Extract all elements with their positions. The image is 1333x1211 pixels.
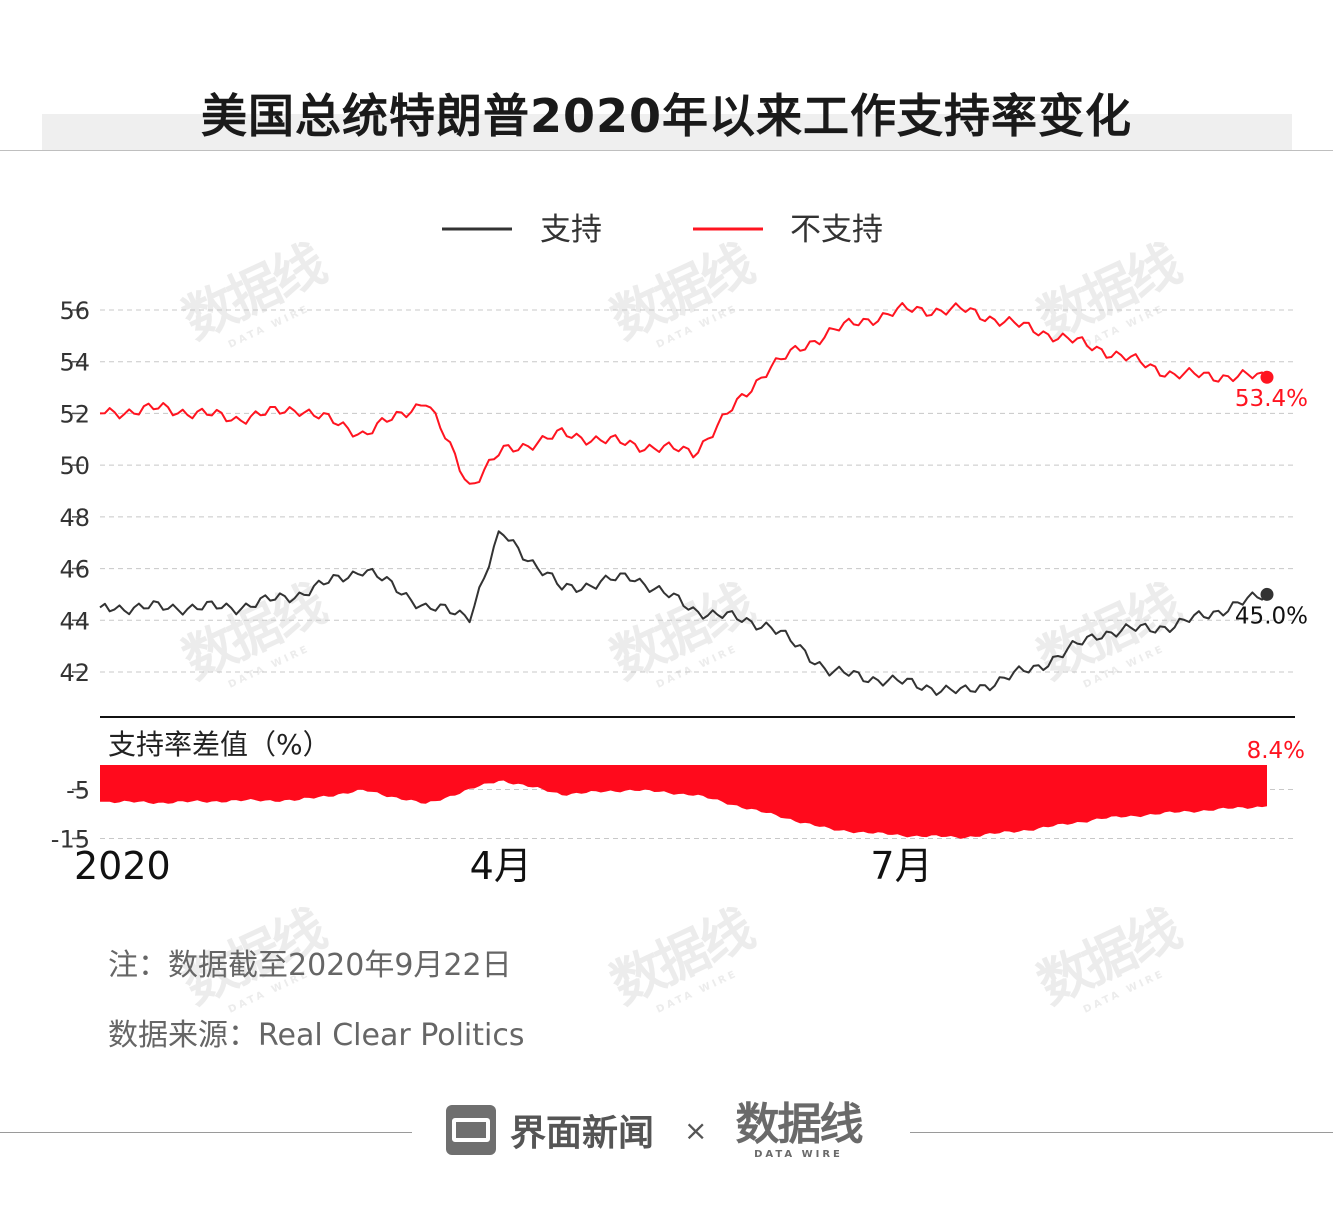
partner-name: 数据线 bbox=[735, 1098, 863, 1150]
jiemian-logo-icon bbox=[446, 1105, 496, 1155]
footer-rule-left bbox=[0, 1132, 412, 1133]
times-sign: × bbox=[684, 1113, 708, 1147]
approve-end-label: 45.0% bbox=[1235, 603, 1308, 629]
footer-rule-right bbox=[910, 1132, 1333, 1133]
title-rule bbox=[0, 150, 1333, 151]
y-tick-label: 52 bbox=[59, 400, 90, 428]
y-tick-label: 46 bbox=[59, 556, 90, 584]
y-tick-label: 44 bbox=[59, 607, 90, 635]
title-band bbox=[42, 114, 1292, 150]
diff-end-label: 8.4% bbox=[1247, 738, 1305, 764]
diff-area bbox=[100, 765, 1267, 839]
approval-chart: 42 44 46 48 50 52 54 56 45.0% 53.4% 支持 不支持 -5 -15 支持率差… bbox=[51, 212, 1308, 888]
legend-approve-label: 支持 bbox=[540, 212, 602, 248]
chart-title: 美国总统特朗普2020年以来工作支持率变化 bbox=[200, 89, 1133, 143]
x-tick-label: 4月 bbox=[470, 844, 532, 888]
partner-sub: DATA WIRE bbox=[754, 1148, 843, 1160]
footer: 界面新闻 × 数据线 DATA WIRE bbox=[446, 1098, 863, 1160]
watermark: 数据线 DATA WIRE bbox=[602, 899, 761, 1017]
diff-y-tick-label: -15 bbox=[51, 826, 90, 854]
datawire-logo: 数据线 DATA WIRE bbox=[735, 1098, 863, 1160]
disapprove-end-dot bbox=[1260, 370, 1274, 384]
y-tick-label: 56 bbox=[59, 297, 90, 325]
diff-y-tick-label: -5 bbox=[66, 777, 90, 805]
y-tick-label: 42 bbox=[59, 659, 90, 687]
y-tick-label: 54 bbox=[59, 349, 90, 377]
disapprove-end-label: 53.4% bbox=[1235, 386, 1308, 412]
x-tick-label: 7月 bbox=[870, 844, 932, 888]
approve-end-dot bbox=[1260, 587, 1274, 601]
watermark: 数据线 DATA WIRE bbox=[1029, 899, 1188, 1017]
note-text: 注：数据截至2020年9月22日 bbox=[108, 948, 512, 983]
diff-panel-title: 支持率差值（%） bbox=[108, 728, 331, 761]
brand-name: 界面新闻 bbox=[510, 1113, 655, 1154]
x-tick-label: 2020 bbox=[74, 844, 171, 888]
source-text: 数据来源：Real Clear Politics bbox=[108, 1018, 525, 1053]
y-tick-label: 48 bbox=[59, 504, 90, 532]
approve-line bbox=[99, 530, 1268, 696]
disapprove-line bbox=[99, 302, 1268, 485]
y-tick-label: 50 bbox=[59, 452, 90, 480]
legend-disapprove-label: 不支持 bbox=[790, 212, 883, 248]
